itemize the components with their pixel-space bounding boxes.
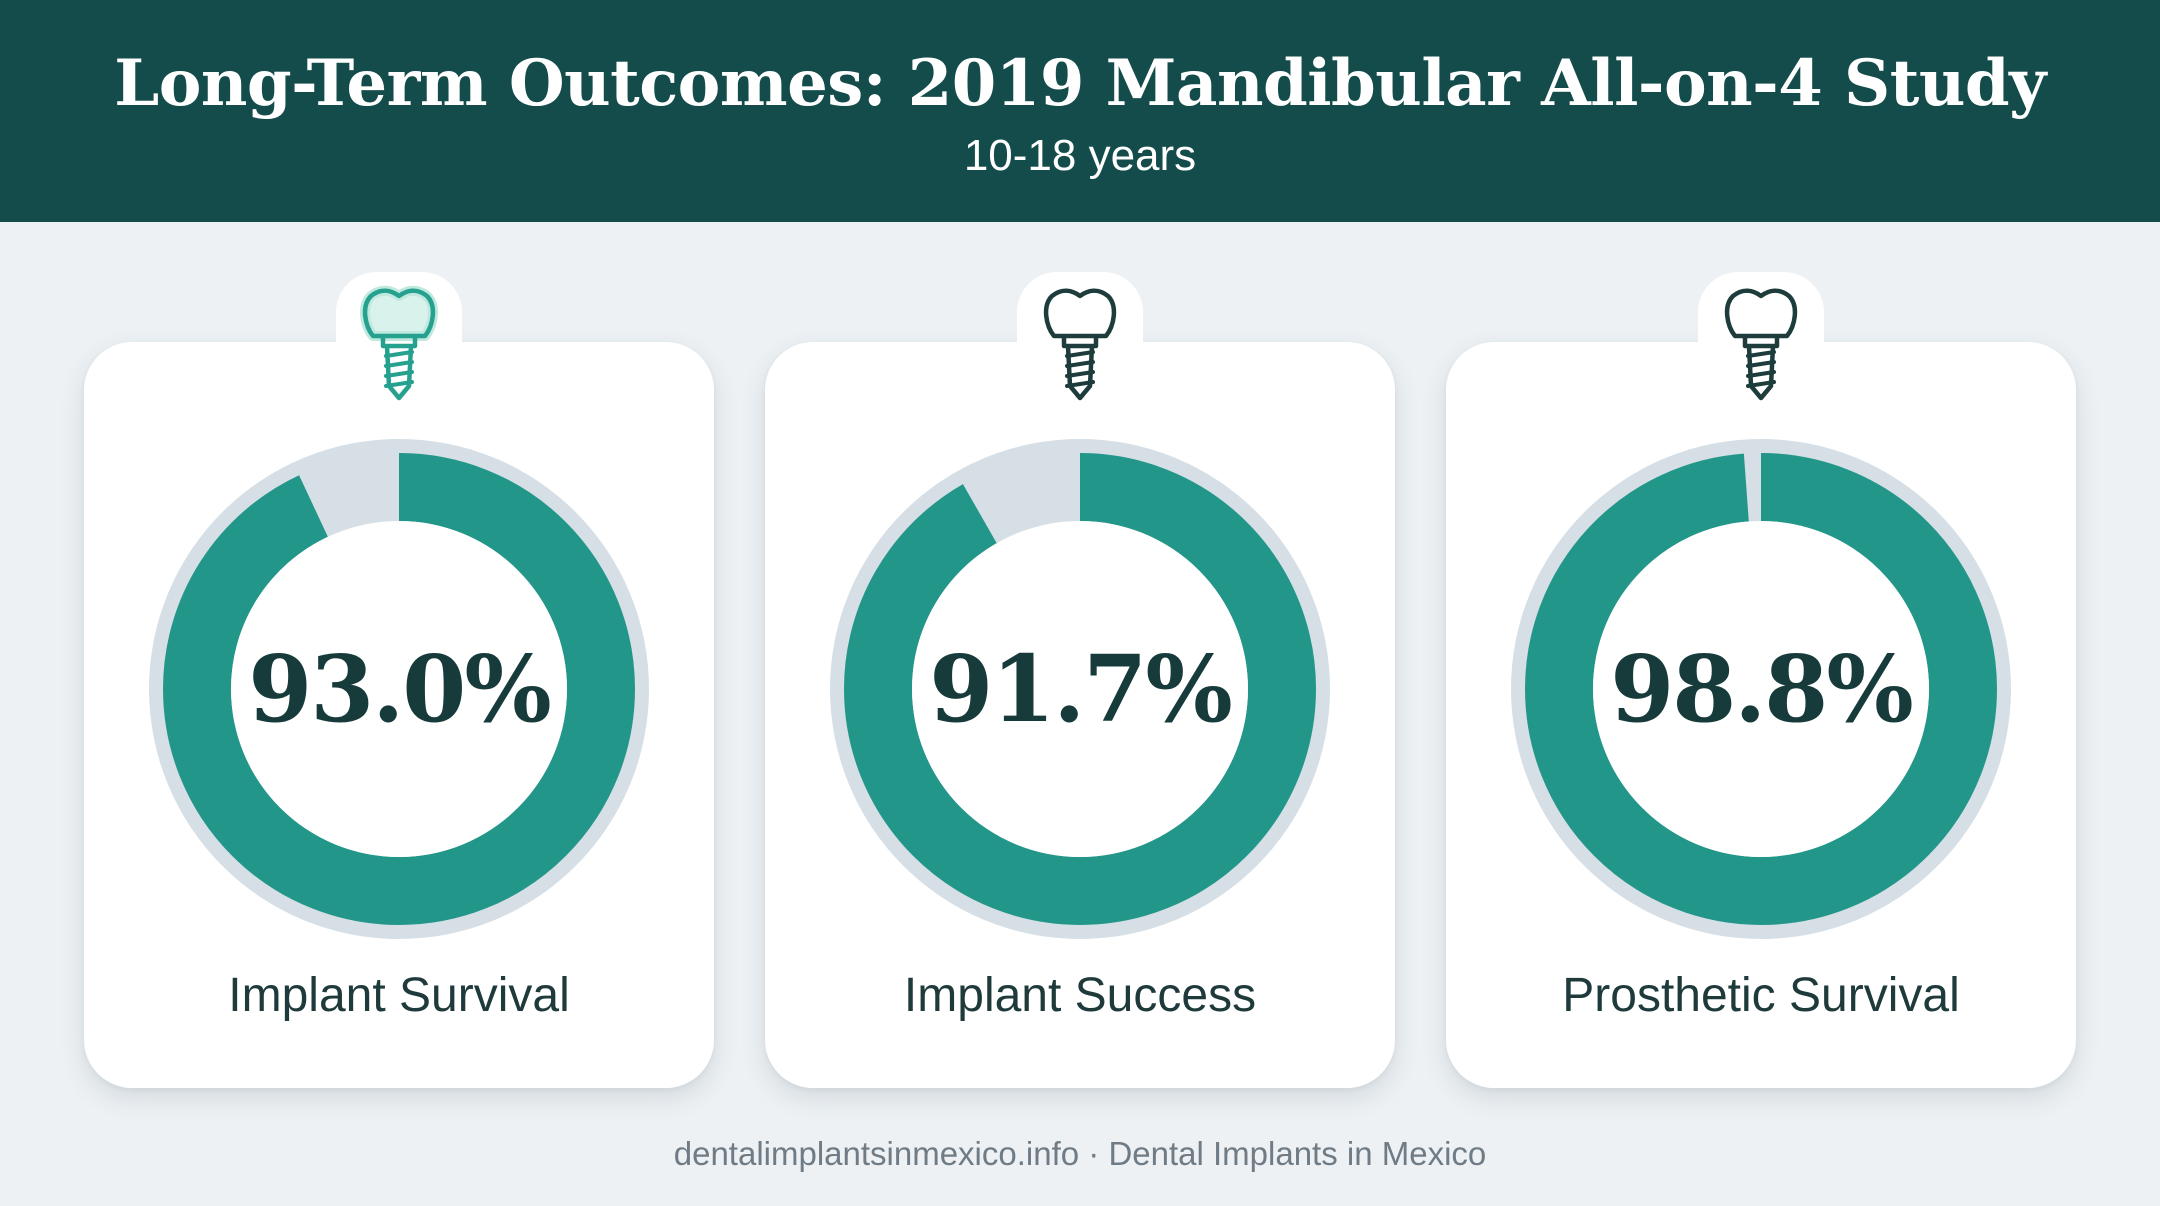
header-banner: Long-Term Outcomes: 2019 Mandibular All-… [0,0,2160,222]
implant-abutment [380,336,418,349]
donut-chart-implant-survival: 93.0% [147,437,651,941]
implant-thread [1746,360,1776,368]
implant-abutment [1742,336,1780,349]
implant-thread [384,370,414,378]
implant-thread [1746,350,1776,358]
icon-badge [1698,272,1824,412]
donut-chart-prosthetic-survival: 98.8% [1509,437,2013,941]
implant-crown [362,288,436,339]
implant-thread [384,380,414,388]
implant-thread [1065,380,1095,388]
implant-thread [1065,370,1095,378]
donut-center [1593,521,1929,857]
donut-value-label: 98.8% [1610,635,1914,743]
page-title: Long-Term Outcomes: 2019 Mandibular All-… [114,46,2046,121]
implant-thread [1065,360,1095,368]
donut-value-label: 91.7% [929,635,1233,743]
implant-thread [1746,370,1776,378]
donut-value-label: 93.0% [248,635,552,743]
donut-chart-implant-success: 91.7% [828,437,1332,941]
implant-thread [1065,350,1095,358]
dental-implant-icon [1724,288,1798,401]
icon-badge [336,272,462,412]
donut-center [912,521,1248,857]
donut-center [231,521,567,857]
card-label: Implant Success [903,969,1257,1022]
donut-value-arc [163,453,635,925]
donut-value-arc [844,453,1316,925]
implant-crown [1724,288,1798,339]
dental-implant-icon [360,285,438,401]
card-label: Prosthetic Survival [1562,969,1960,1022]
implant-thread [384,360,414,368]
implant-abutment [1061,336,1099,349]
donut-svg [1511,439,2011,939]
dental-implant-icon [1043,288,1117,401]
donut-svg [149,439,649,939]
footer-credit: dentalimplantsinmexico.info · Dental Imp… [673,1135,1487,1172]
card-label: Implant Survival [228,969,570,1022]
donut-svg [830,439,1330,939]
implant-thread [384,350,414,358]
donut-value-arc [1525,453,1997,925]
implant-thread [1746,380,1776,388]
page-subtitle: 10-18 years [963,131,1197,180]
implant-crown [1043,288,1117,339]
icon-badge [1017,272,1143,412]
